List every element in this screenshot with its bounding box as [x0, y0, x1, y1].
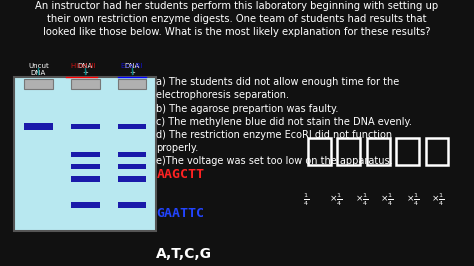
Text: A,T,C,G: A,T,C,G: [156, 247, 212, 261]
Bar: [24, 123, 53, 130]
Bar: [118, 152, 146, 157]
Bar: [71, 202, 100, 208]
Text: $\times\frac{1}{4}$: $\times\frac{1}{4}$: [380, 192, 394, 208]
Text: Uncut
DNA: Uncut DNA: [28, 63, 49, 76]
Text: a) The students did not allow enough time for the
electrophoresis separation.
b): a) The students did not allow enough tim…: [156, 77, 412, 166]
Text: GAATTC: GAATTC: [156, 207, 204, 221]
Bar: [71, 124, 100, 130]
Text: $\times\frac{1}{4}$: $\times\frac{1}{4}$: [431, 192, 445, 208]
Bar: [396, 138, 419, 165]
Bar: [71, 164, 100, 169]
Bar: [118, 164, 146, 169]
Bar: [118, 202, 146, 208]
Text: $\times\frac{1}{4}$: $\times\frac{1}{4}$: [355, 192, 368, 208]
Text: Eco RI: Eco RI: [121, 63, 143, 69]
Text: DNA
+: DNA +: [78, 63, 93, 76]
Text: AAGCTT: AAGCTT: [156, 168, 204, 181]
Bar: [426, 138, 448, 165]
Bar: [24, 79, 53, 89]
Bar: [71, 152, 100, 157]
Text: $\times\frac{1}{4}$: $\times\frac{1}{4}$: [329, 192, 343, 208]
Bar: [14, 77, 156, 231]
Bar: [308, 138, 331, 165]
Bar: [71, 79, 100, 89]
Text: $\times\frac{1}{4}$: $\times\frac{1}{4}$: [406, 192, 419, 208]
Bar: [71, 176, 100, 182]
Bar: [118, 79, 146, 89]
Text: DNA
+: DNA +: [125, 63, 140, 76]
Bar: [337, 138, 360, 165]
Bar: [118, 124, 146, 130]
Text: Hind III: Hind III: [71, 63, 95, 69]
Bar: [118, 176, 146, 182]
Bar: [367, 138, 390, 165]
Text: $\frac{1}{4}$: $\frac{1}{4}$: [303, 192, 310, 208]
Text: An instructor had her students perform this laboratory beginning with setting up: An instructor had her students perform t…: [36, 1, 438, 37]
